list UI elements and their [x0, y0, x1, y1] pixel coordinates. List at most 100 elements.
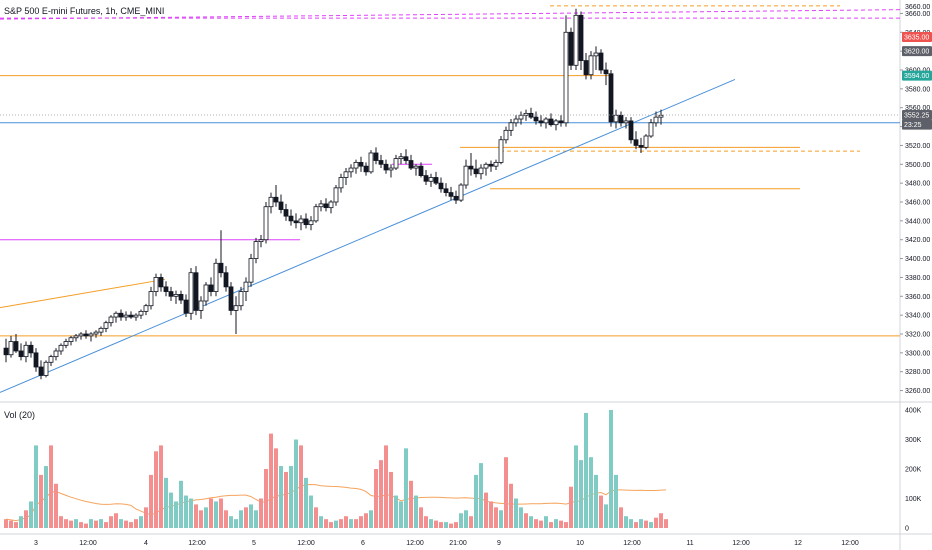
volume-bar	[144, 507, 148, 528]
candle-body	[183, 299, 189, 314]
candle-body	[203, 284, 209, 302]
candle-body	[548, 118, 554, 126]
candle-body	[278, 201, 284, 210]
candle-body	[3, 347, 9, 356]
price-tick-label: 3380.00	[905, 275, 930, 282]
volume-bar	[304, 477, 308, 528]
candle-body	[418, 165, 424, 177]
price-tag-label: 3552.25	[904, 113, 929, 120]
volume-bars	[4, 410, 668, 528]
candle-body	[643, 135, 649, 148]
candle-body	[488, 163, 494, 167]
volume-tick-label: 400K	[905, 408, 922, 415]
candle-body	[433, 177, 439, 184]
volume-bar	[309, 495, 313, 528]
time-tick-label: 9	[497, 540, 501, 547]
price-tag-label: 3620.00	[904, 49, 929, 56]
candle-body	[73, 335, 79, 339]
volume-bar	[444, 522, 448, 528]
volume-bar	[294, 439, 298, 528]
candle-body	[208, 284, 214, 292]
volume-bar	[654, 517, 658, 528]
volume-tick-label: 200K	[905, 467, 922, 474]
volume-tick-label: 0	[905, 526, 909, 533]
volume-bar	[229, 516, 233, 528]
price-tick-label: 3460.00	[905, 200, 930, 207]
price-tick-label: 3440.00	[905, 218, 930, 225]
volume-bar	[129, 522, 133, 528]
candle-body	[228, 286, 234, 311]
candle-body	[448, 192, 454, 197]
volume-bar	[139, 516, 143, 528]
volume-tick-label: 100K	[905, 496, 922, 503]
price-tick-label: 3520.00	[905, 143, 930, 150]
candle-body	[388, 167, 394, 171]
candle-body	[178, 293, 184, 301]
candle-body	[328, 201, 334, 209]
volume-bar	[324, 519, 328, 528]
candle-body	[588, 55, 594, 76]
volume-bar	[354, 519, 358, 528]
price-tag-box	[902, 46, 932, 57]
candle-body	[103, 322, 109, 329]
candle-body	[263, 206, 269, 241]
volume-bar	[234, 519, 238, 528]
currency-label: 3660.00 USD	[905, 4, 932, 11]
time-tick-label: 12:00	[297, 540, 315, 547]
candle-body	[308, 220, 314, 226]
candle-body	[598, 52, 604, 71]
volume-bar	[154, 451, 158, 528]
candle-body	[188, 272, 194, 314]
volume-bar	[54, 483, 58, 528]
volume-bar	[34, 445, 38, 528]
volume-bar	[74, 519, 78, 528]
time-tick-label: 11	[686, 540, 693, 547]
candle-body	[478, 167, 484, 175]
axes: 3260.00 3280.00 3300.00 3320.00 3340.00 3360.…	[34, 4, 932, 547]
volume-bar	[99, 519, 103, 528]
volume-bar	[39, 474, 43, 528]
volume-bar	[109, 516, 113, 528]
volume-ma-line	[5, 483, 667, 522]
candle-body	[123, 314, 129, 318]
volume-bar	[559, 520, 563, 528]
candle-body	[618, 114, 624, 124]
volume-bar	[509, 483, 513, 528]
volume-bar	[454, 522, 458, 528]
volume-bar	[464, 510, 468, 528]
candle-body	[158, 277, 164, 288]
candle-body	[243, 281, 249, 292]
volume-bar	[594, 474, 598, 528]
candle-body	[198, 300, 204, 311]
candle-body	[58, 344, 64, 352]
candle-body	[8, 341, 14, 356]
candle-body	[318, 203, 324, 208]
candle-body	[173, 293, 179, 297]
candle-body	[273, 196, 279, 203]
candle-body	[128, 314, 134, 318]
candle-body	[483, 163, 489, 169]
candle-body	[408, 160, 414, 169]
candle-body	[18, 350, 24, 358]
volume-bar	[119, 519, 123, 528]
candle-body	[628, 120, 634, 141]
candle-body	[43, 361, 49, 376]
candle-body	[538, 120, 544, 124]
candle-body	[583, 60, 589, 76]
volume-bar	[659, 513, 663, 528]
candle-body	[353, 161, 359, 169]
volume-bar	[359, 516, 363, 528]
price-tag-box	[902, 110, 932, 121]
price-tick-label: 3320.00	[905, 332, 930, 339]
volume-bar	[44, 466, 48, 528]
volume-bar	[214, 501, 218, 528]
volume-bar	[389, 471, 393, 528]
candle-body	[163, 286, 169, 292]
volume-bar	[494, 507, 498, 528]
chart-title: S&P 500 E-mini Futures, 1h, CME_MINI	[4, 6, 165, 16]
candle-body	[503, 129, 509, 141]
candle-body	[253, 241, 259, 259]
price-tick-label: 3480.00	[905, 181, 930, 188]
